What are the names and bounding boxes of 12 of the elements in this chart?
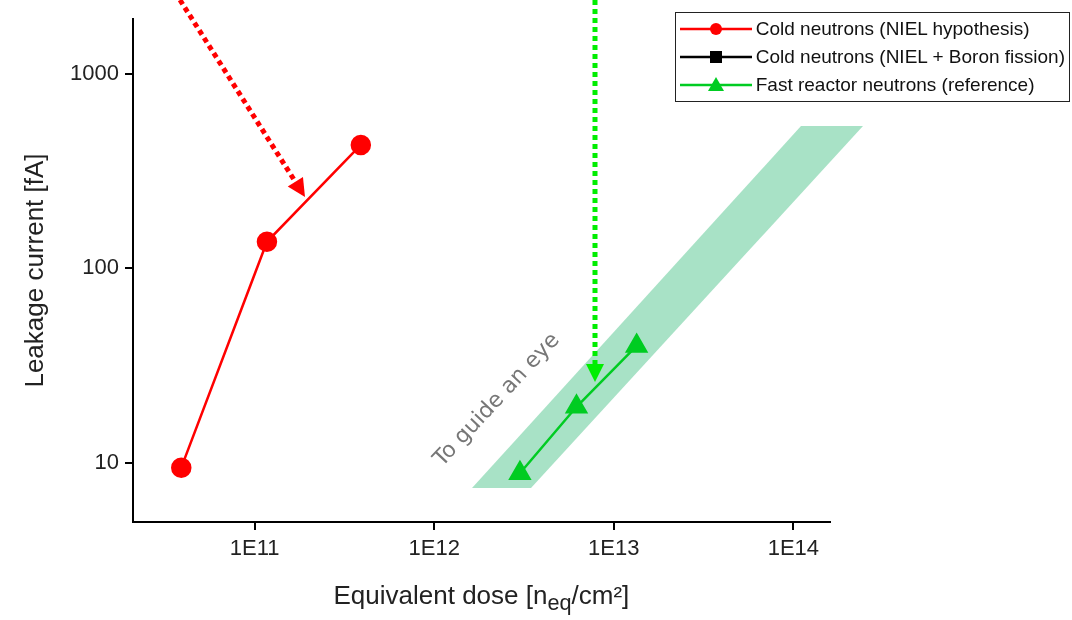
x-tick-label: 1E14 xyxy=(767,535,820,561)
x-tick-label: 1E13 xyxy=(588,535,640,561)
legend-label: Cold neutrons (NIEL hypothesis) xyxy=(755,18,1030,40)
y-axis-title: Leakage current [fA] xyxy=(18,153,50,388)
x-tick-label: 1E12 xyxy=(408,535,460,561)
legend-label: Cold neutrons (NIEL + Boron fission) xyxy=(755,46,1065,68)
x-tick-label: 1E11 xyxy=(229,535,280,561)
legend-label: Fast reactor neutrons (reference) xyxy=(755,74,1035,96)
x-axis-title: Equivalent dose [n$_{eq}$/cm²] xyxy=(333,580,630,617)
y-tick-label: 100 xyxy=(82,254,119,280)
y-tick-label: 10 xyxy=(94,449,119,475)
y-tick-label: 1000 xyxy=(70,59,119,85)
